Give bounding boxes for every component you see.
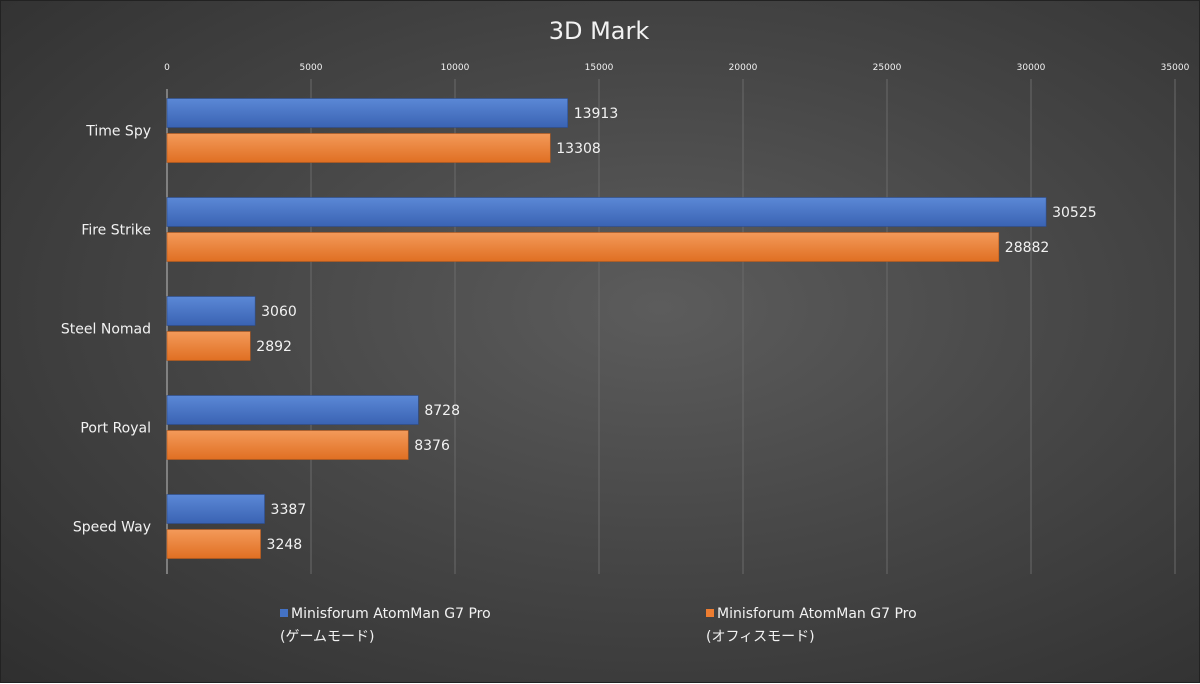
- bar-speed-way-series-1: [166, 494, 265, 524]
- bar-port-royal-series-2: [166, 430, 409, 460]
- data-label: 8728: [424, 403, 460, 419]
- category-label: Time Spy: [85, 124, 151, 140]
- bar-fire-strike-series-1: [166, 197, 1047, 227]
- bar-fire-strike-series-2: [166, 232, 1000, 262]
- data-label: 8376: [414, 438, 450, 454]
- legend-item-office-mode: Minisforum AtomMan G7 Pro (オフィスモード): [706, 603, 917, 649]
- legend-label-sub: (ゲームモード): [280, 629, 375, 645]
- bar-steel-nomad-series-1: [166, 296, 256, 326]
- bar-port-royal-series-1: [166, 395, 419, 425]
- bar-time-spy-series-1: [166, 98, 568, 128]
- data-label: 30525: [1052, 205, 1097, 221]
- data-label: 13308: [556, 141, 601, 157]
- legend-swatch-blue: [280, 609, 288, 617]
- data-label: 3248: [267, 537, 303, 553]
- data-label: 3387: [271, 502, 307, 518]
- x-tick-label: 20000: [729, 63, 758, 73]
- legend-label-sub: (オフィスモード): [706, 629, 815, 645]
- bar-time-spy-series-2: [166, 133, 551, 163]
- legend-label: Minisforum AtomMan G7 Pro: [717, 606, 917, 622]
- x-tick-label: 35000: [1161, 63, 1190, 73]
- bar-speed-way-series-2: [166, 529, 261, 559]
- data-label: 13913: [574, 106, 619, 122]
- data-label: 2892: [256, 339, 292, 355]
- x-tick-label: 5000: [300, 63, 323, 73]
- data-label: 3060: [261, 304, 297, 320]
- category-label: Steel Nomad: [61, 322, 151, 338]
- x-tick-label: 15000: [585, 63, 614, 73]
- x-tick-label: 25000: [873, 63, 902, 73]
- chart-title: 3D Mark: [549, 17, 650, 45]
- bar-steel-nomad-series-2: [166, 331, 251, 361]
- x-tick-label: 0: [164, 63, 170, 73]
- x-tick-label: 30000: [1017, 63, 1046, 73]
- x-tick-label: 10000: [441, 63, 470, 73]
- legend-swatch-orange: [706, 609, 714, 617]
- category-label: Port Royal: [80, 421, 151, 437]
- legend-label: Minisforum AtomMan G7 Pro: [291, 606, 491, 622]
- data-label: 28882: [1005, 240, 1050, 256]
- category-label: Fire Strike: [81, 223, 151, 239]
- legend-item-game-mode: Minisforum AtomMan G7 Pro (ゲームモード): [280, 603, 491, 649]
- category-label: Speed Way: [73, 520, 151, 536]
